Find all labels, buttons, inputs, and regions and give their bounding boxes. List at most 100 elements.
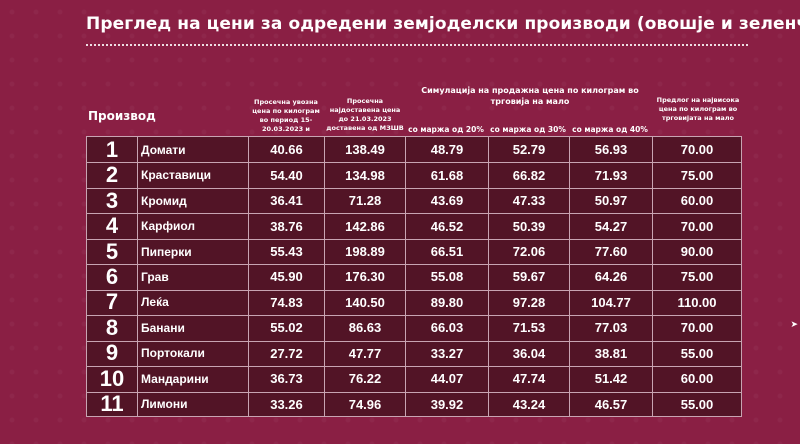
column-divider <box>652 137 653 416</box>
margin-20-cell: 43.69 <box>430 193 464 209</box>
import-price-cell: 55.02 <box>270 320 303 336</box>
product-name: Пиперки <box>141 244 192 259</box>
margin-20-cell: 55.08 <box>430 269 464 285</box>
column-divider <box>405 137 406 416</box>
row-number: 7 <box>105 289 119 315</box>
header-proposal: Предлог на највисока цена по килограм во… <box>656 96 740 122</box>
page-title: Преглед на цени за одредени земјоделски … <box>86 14 800 34</box>
import-price-cell: 45.90 <box>270 269 303 285</box>
row-divider <box>87 238 741 240</box>
max-price-cell: 47.77 <box>348 345 382 361</box>
header-margin-20: со маржа од 20% <box>408 125 484 134</box>
price-table: 1 Домати 40.66 138.49 48.79 52.79 56.93 70.00 2 К… <box>86 136 742 417</box>
proposal-cell: 60.00 <box>680 371 714 387</box>
table-row: 5 Пиперки 55.43 198.89 66.51 72.06 77.60 90.00 <box>87 239 741 264</box>
column-divider <box>324 137 325 416</box>
proposal-cell: 75.00 <box>680 167 714 183</box>
header-product: Производ <box>88 109 156 123</box>
proposal-cell: 70.00 <box>680 320 714 336</box>
row-number: 11 <box>100 391 124 417</box>
proposal-cell: 60.00 <box>680 193 714 209</box>
margin-40-cell: 64.26 <box>594 269 628 285</box>
table-row: 9 Портокали 27.72 47.77 33.27 36.04 38.81 55.00 <box>87 340 741 366</box>
proposal-cell: 70.00 <box>680 218 714 234</box>
column-divider <box>137 137 138 416</box>
margin-20-cell: 61.68 <box>430 167 464 183</box>
table-row: 11 Лимони 33.26 74.96 39.92 43.24 46.57 55.00 <box>87 391 741 417</box>
margin-40-cell: 71.93 <box>594 167 628 183</box>
column-divider <box>248 137 249 416</box>
table-row: 7 Леќа 74.83 140.50 89.80 97.28 104.77 110.00 <box>87 289 741 315</box>
table-row: 4 Карфиол 38.76 142.86 46.52 50.39 54.27 70.00 <box>87 213 741 238</box>
table-row: 8 Банани 55.02 86.63 66.03 71.53 77.03 70.00 <box>87 315 741 340</box>
proposal-cell: 90.00 <box>680 244 714 260</box>
margin-40-cell: 50.97 <box>594 193 628 209</box>
max-price-cell: 76.22 <box>348 371 382 387</box>
max-price-cell: 198.89 <box>345 244 385 260</box>
row-divider <box>87 213 741 215</box>
margin-40-cell: 77.60 <box>594 244 628 260</box>
proposal-cell: 110.00 <box>677 294 717 310</box>
row-number: 4 <box>105 213 119 239</box>
import-price-cell: 54.40 <box>270 167 303 183</box>
margin-30-cell: 59.67 <box>512 269 546 285</box>
row-number: 2 <box>105 162 119 188</box>
margin-40-cell: 54.27 <box>594 218 628 234</box>
row-divider <box>87 264 741 266</box>
import-price-cell: 33.26 <box>270 396 303 412</box>
max-price-cell: 142.86 <box>345 218 385 234</box>
margin-30-cell: 71.53 <box>512 320 546 336</box>
product-name: Домати <box>141 142 186 157</box>
product-name: Карфиол <box>141 219 196 234</box>
margin-40-cell: 51.42 <box>594 371 628 387</box>
import-price-cell: 38.76 <box>270 218 303 234</box>
max-price-cell: 86.63 <box>348 320 382 336</box>
max-price-cell: 71.28 <box>348 193 382 209</box>
product-name: Краставици <box>141 168 212 183</box>
max-price-cell: 134.98 <box>345 167 385 183</box>
margin-30-cell: 97.28 <box>512 294 546 310</box>
margin-40-cell: 56.93 <box>594 142 628 158</box>
proposal-cell: 70.00 <box>680 142 714 158</box>
margin-30-cell: 36.04 <box>512 345 546 361</box>
import-price-cell: 55.43 <box>270 244 303 260</box>
row-divider <box>87 315 741 317</box>
row-number: 3 <box>105 187 119 213</box>
proposal-cell: 55.00 <box>680 345 714 361</box>
table-row: 6 Грав 45.90 176.30 55.08 59.67 64.26 75.00 <box>87 264 741 289</box>
product-name: Портокали <box>141 346 205 361</box>
column-divider <box>488 137 489 416</box>
max-price-cell: 176.30 <box>345 269 385 285</box>
margin-20-cell: 66.51 <box>430 244 464 260</box>
margin-40-cell: 38.81 <box>594 345 628 361</box>
margin-20-cell: 33.27 <box>430 345 464 361</box>
row-number: 5 <box>105 238 119 264</box>
row-divider <box>87 162 741 164</box>
row-divider <box>87 391 741 393</box>
margin-30-cell: 47.74 <box>512 371 546 387</box>
import-price-cell: 74.83 <box>270 294 303 310</box>
max-price-cell: 74.96 <box>348 396 382 412</box>
title-divider <box>86 44 748 46</box>
margin-40-cell: 77.03 <box>594 320 628 336</box>
table-row: 1 Домати 40.66 138.49 48.79 52.79 56.93 70.00 <box>87 137 741 162</box>
margin-20-cell: 66.03 <box>430 320 464 336</box>
margin-30-cell: 47.33 <box>512 193 546 209</box>
edge-arrow-icon: ➤ <box>790 320 798 330</box>
proposal-cell: 55.00 <box>680 396 714 412</box>
import-price-cell: 36.41 <box>270 193 303 209</box>
table-row: 2 Краставици 54.40 134.98 61.68 66.82 71.93 75.… <box>87 162 741 187</box>
margin-20-cell: 48.79 <box>430 142 464 158</box>
margin-30-cell: 50.39 <box>512 218 546 234</box>
header-max-price: Просечна најдоставена цена до 21.03.2023… <box>326 97 404 132</box>
row-divider <box>87 289 741 291</box>
import-price-cell: 40.66 <box>270 142 303 158</box>
row-divider <box>87 187 741 189</box>
product-name: Грав <box>141 269 169 284</box>
product-name: Кромид <box>141 193 187 208</box>
margin-40-cell: 104.77 <box>591 294 631 310</box>
column-divider <box>569 137 570 416</box>
header-margin-30: со маржа од 30% <box>490 125 566 134</box>
row-divider <box>87 340 741 342</box>
max-price-cell: 138.49 <box>345 142 385 158</box>
